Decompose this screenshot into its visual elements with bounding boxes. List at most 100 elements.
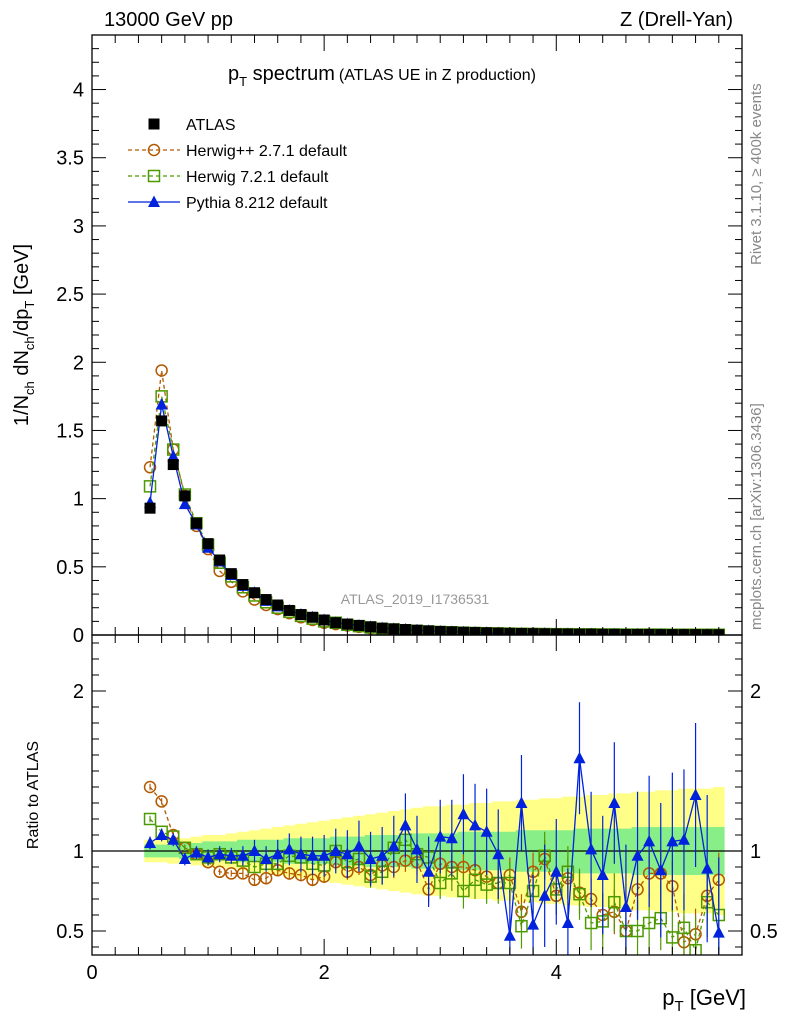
- ratio-point-herwigpp: [259, 871, 273, 885]
- ratio-point-pythia: [619, 900, 632, 912]
- main-point-atlas: [179, 490, 191, 502]
- ratio-point-pythia: [596, 868, 609, 880]
- ratio-y-tick-label: 1: [73, 841, 84, 863]
- main-point-atlas: [399, 624, 411, 635]
- ratio-y-tick-label-right: 0.5: [750, 921, 778, 943]
- main-point-atlas: [608, 628, 620, 635]
- ratio-point-pythia: [422, 865, 435, 877]
- ratio-point-pythia: [236, 849, 249, 861]
- legend-marker-atlas: [148, 118, 160, 130]
- ratio-point-pythia: [701, 862, 714, 874]
- main-y-tick-label: 1.5: [56, 420, 84, 442]
- mcplots-url-label: mcplots.cern.ch [arXiv:1306.3436]: [748, 403, 765, 630]
- ratio-point-pythia: [677, 833, 690, 845]
- ratio-point-pythia: [550, 865, 563, 877]
- main-point-herwigpp: [143, 461, 157, 474]
- ratio-point-pythia: [271, 847, 284, 860]
- ratio-point-pythia: [573, 751, 586, 764]
- main-point-herwigpp: [155, 364, 168, 377]
- main-point-atlas: [167, 459, 179, 471]
- main-point-atlas: [365, 621, 377, 633]
- ratio-point-herwig7: [573, 887, 586, 901]
- ratio-point-pythia: [341, 847, 354, 860]
- main-y-tick-label: 1: [73, 489, 84, 511]
- main-point-atlas: [295, 609, 307, 621]
- main-point-atlas: [260, 594, 272, 606]
- ratio-point-pythia: [248, 844, 261, 856]
- main-y-tick-label: 3: [73, 216, 84, 238]
- main-point-pythia: [167, 449, 180, 462]
- ratio-point-pythia: [352, 839, 365, 852]
- ratio-y-tick-label-right: 2: [750, 681, 761, 703]
- main-point-atlas: [701, 629, 713, 635]
- main-y-tick-label: 2.5: [56, 284, 84, 306]
- ratio-point-pythia: [527, 918, 540, 930]
- main-point-pythia: [178, 497, 191, 510]
- plot-title: pT spectrum (ATLAS UE in Z production): [228, 63, 536, 89]
- main-point-atlas: [655, 629, 667, 635]
- x-axis-label: pT [GeV]: [662, 985, 746, 1015]
- ratio-point-pythia: [306, 849, 319, 861]
- ratio-point-pythia: [387, 839, 400, 852]
- ratio-point-pythia: [329, 844, 342, 856]
- main-point-atlas: [423, 625, 435, 635]
- main-point-atlas: [144, 502, 156, 514]
- ratio-point-pythia: [712, 926, 725, 938]
- main-point-atlas: [225, 568, 237, 580]
- main-y-axis-label: 1/Nch dNch/dpT [GeV]: [11, 244, 37, 426]
- main-point-atlas: [562, 628, 574, 635]
- axes: 00.511.522.533.540.5 0.51 12 20 2 4: [56, 34, 778, 984]
- ratio-point-herwigpp: [143, 780, 157, 794]
- main-point-atlas: [353, 619, 365, 631]
- main-point-atlas: [469, 627, 481, 635]
- main-point-atlas: [585, 628, 597, 635]
- ratio-point-herwig7: [689, 943, 702, 955]
- ratio-point-pythia: [411, 842, 423, 855]
- ratio-point-pythia: [666, 834, 679, 847]
- main-point-atlas: [272, 599, 284, 611]
- main-point-atlas: [249, 587, 260, 599]
- main-point-atlas: [678, 629, 690, 635]
- ratio-point-pythia: [561, 916, 574, 928]
- ratio-point-pythia: [538, 889, 551, 901]
- header-left: 13000 GeV pp: [104, 9, 233, 31]
- ratio-point-pythia: [318, 849, 331, 861]
- legend-label: Pythia 8.212 default: [186, 195, 328, 212]
- main-point-atlas: [330, 617, 342, 629]
- ratio-point-pythia: [445, 831, 458, 844]
- ratio-point-pythia: [364, 852, 377, 864]
- main-point-atlas: [446, 626, 458, 635]
- ratio-y-tick-label: 2: [73, 681, 84, 703]
- ratio-plot-area: [92, 702, 742, 955]
- main-point-atlas: [307, 611, 319, 623]
- ratio-point-pythia: [260, 852, 273, 864]
- ratio-point-pythia: [689, 788, 702, 800]
- main-point-atlas: [492, 627, 504, 635]
- ratio-point-pythia: [225, 849, 238, 861]
- main-y-tick-label: 2: [73, 352, 84, 374]
- ratio-point-pythia: [434, 830, 447, 842]
- ratio-point-pythia: [480, 825, 493, 837]
- ratio-point-herwig7: [433, 876, 447, 890]
- ratio-point-pythia: [144, 836, 157, 848]
- legend-marker-herwig-2-7-1-default: [147, 143, 161, 157]
- ratio-point-pythia: [202, 850, 215, 863]
- ratio-y-tick-label-right: 1: [750, 841, 761, 863]
- main-point-atlas: [202, 538, 214, 550]
- ratio-point-herwig7: [666, 931, 679, 944]
- ratio-point-herwig7: [503, 876, 517, 890]
- header-right: Z (Drell-Yan): [620, 9, 733, 31]
- ratio-point-herwig7: [677, 921, 691, 935]
- ratio-line-herwig7: [149, 818, 720, 953]
- main-point-atlas: [539, 628, 551, 635]
- legend-marker-herwig-7-2-1-default: [147, 169, 161, 183]
- ratio-point-pythia: [167, 833, 180, 845]
- ratio-point-herwigpp: [457, 860, 470, 874]
- ratio-point-herwig7: [457, 884, 470, 898]
- ratio-point-herwig7: [515, 919, 528, 933]
- main-point-atlas: [632, 628, 644, 635]
- ratio-point-pythia: [608, 796, 621, 808]
- main-point-atlas: [283, 604, 295, 616]
- x-tick-label: 4: [551, 962, 562, 984]
